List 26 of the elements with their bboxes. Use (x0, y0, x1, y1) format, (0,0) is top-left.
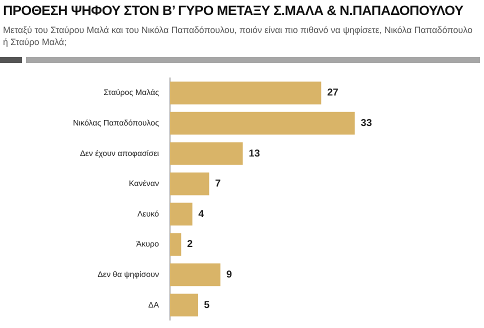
y-tick-label: Δεν έχουν αποφασίσει (80, 148, 160, 158)
data-label: 27 (327, 88, 339, 99)
bar (170, 202, 192, 226)
y-tick-label: Νικόλας Παπαδόπουλος (72, 118, 160, 128)
data-label: 5 (204, 300, 210, 311)
bar (170, 294, 198, 316)
data-label: 9 (226, 270, 232, 280)
y-tick-label: Λευκό (137, 209, 160, 218)
y-tick-label: Κανέναν (128, 179, 159, 188)
data-label: 33 (360, 118, 372, 129)
chart-title: ΠΡΟΘΕΣΗ ΨΗΦΟΥ ΣΤΟΝ Β’ ΓΥΡΟ ΜΕΤΑΞΥ Σ.ΜΑΛΑ & Ν.ΠΑΠΑΔΟΠΟΥΛΟΥ (3, 3, 464, 18)
bar (170, 82, 322, 104)
data-label: 2 (187, 239, 194, 250)
bar (170, 172, 210, 196)
y-tick-label: Δεν θα ψηφίσουν (98, 270, 159, 279)
bar (170, 263, 220, 286)
data-label: 4 (198, 208, 204, 220)
data-label: 7 (215, 178, 222, 190)
chart-subtitle: Μεταξύ του Σταύρου Μαλά και του Νικόλα Παπαδόπουλου, ποιόν είναι πιο πιθανό να ψηφίσετε, Νικόλα Παπαδόπουλο ή Σταύρο Μαλά; (3, 24, 473, 48)
y-tick-label: Σταύρος Μαλάς (104, 88, 160, 98)
data-label: 13 (248, 148, 260, 160)
bar (170, 233, 182, 256)
bar (170, 112, 355, 135)
y-tick-label: Άκυρο (136, 240, 160, 249)
bar (170, 142, 243, 165)
y-tick-label: ΔΑ (148, 300, 160, 310)
